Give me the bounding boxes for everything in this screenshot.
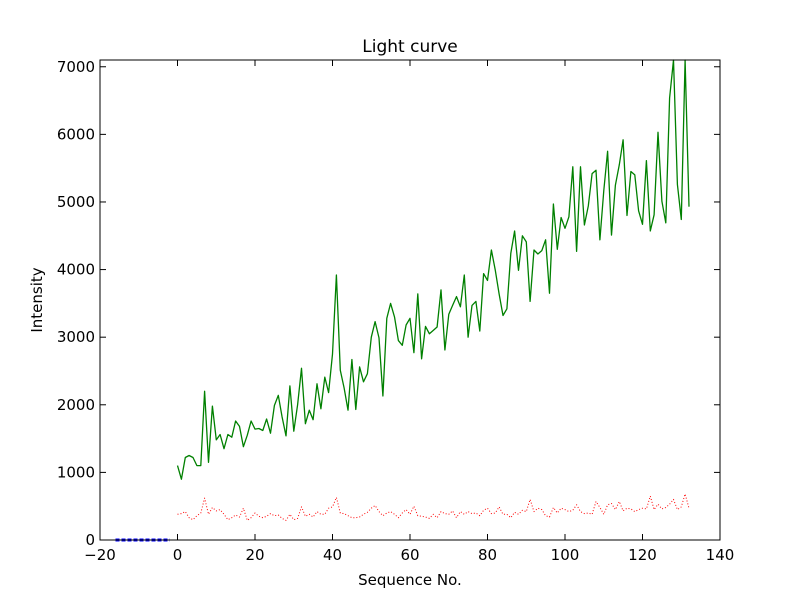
- series-line-1: [176, 59, 690, 480]
- series-line-2: [177, 493, 690, 521]
- y-tick-label: 4000: [57, 261, 95, 279]
- x-tick-label: −20: [84, 546, 116, 564]
- series-layer: [115, 59, 690, 542]
- y-axis-label: Intensity: [28, 267, 46, 332]
- x-tick-label: 80: [478, 546, 497, 564]
- y-tick-label: 6000: [57, 125, 95, 143]
- x-tick-label: 0: [173, 546, 183, 564]
- chart-title: Light curve: [362, 37, 457, 57]
- x-tick-label: 40: [323, 546, 342, 564]
- y-tick-label: 7000: [57, 58, 95, 76]
- x-tick-label: 140: [706, 546, 735, 564]
- x-tick-label: 60: [400, 546, 419, 564]
- y-tick-label: 0: [85, 531, 95, 549]
- x-tick-label: 120: [628, 546, 657, 564]
- y-tick-label: 2000: [57, 396, 95, 414]
- y-tick-label: 1000: [57, 463, 95, 481]
- y-tick-label: 5000: [57, 193, 95, 211]
- x-tick-label: 20: [245, 546, 264, 564]
- y-tick-label: 3000: [57, 328, 95, 346]
- x-tick-label: 100: [551, 546, 580, 564]
- axes-layer: −20 0 20 40 60 80 100 120 1400100020003000400050…: [57, 58, 735, 564]
- x-axis-label: Sequence No.: [358, 571, 462, 589]
- plot-frame: [99, 59, 721, 541]
